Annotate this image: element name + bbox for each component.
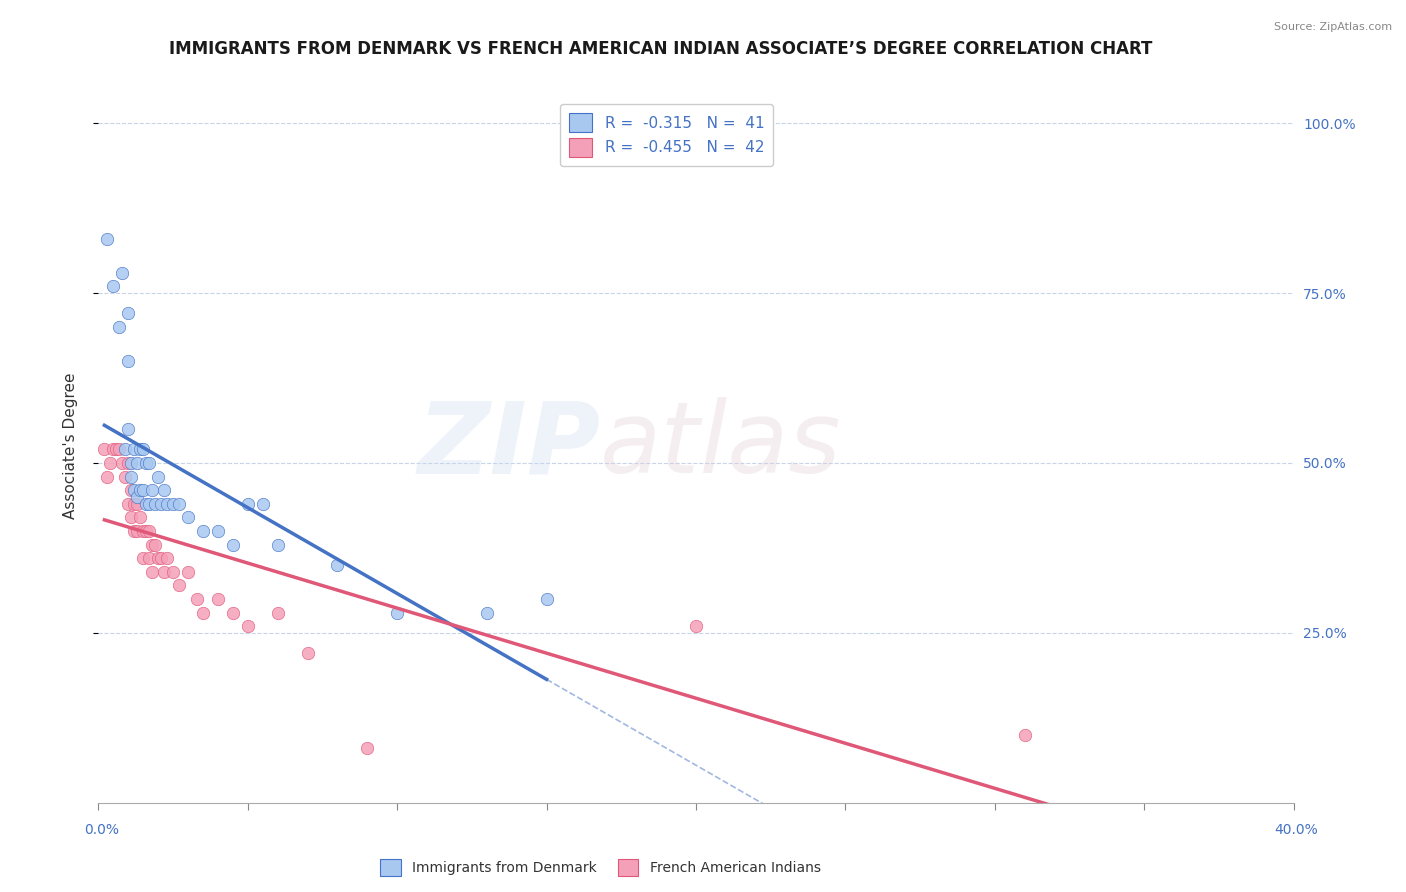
- Point: [148, 469, 170, 483]
- Point: [132, 524, 155, 538]
- Point: [111, 456, 134, 470]
- Point: [536, 591, 558, 606]
- Legend: Immigrants from Denmark, French American Indians: Immigrants from Denmark, French American…: [374, 854, 827, 881]
- Point: [120, 510, 142, 524]
- Point: [267, 537, 290, 551]
- Point: [108, 320, 131, 334]
- Point: [167, 497, 190, 511]
- Point: [117, 422, 139, 436]
- Point: [103, 442, 125, 457]
- Point: [222, 537, 245, 551]
- Point: [138, 456, 160, 470]
- Point: [143, 497, 166, 511]
- Point: [124, 524, 146, 538]
- Point: [129, 442, 152, 457]
- Point: [138, 497, 160, 511]
- Point: [156, 497, 179, 511]
- Point: [117, 456, 139, 470]
- Point: [207, 591, 229, 606]
- Point: [96, 232, 118, 246]
- Point: [108, 442, 131, 457]
- Point: [132, 551, 155, 566]
- Point: [132, 442, 155, 457]
- Point: [120, 456, 142, 470]
- Point: [141, 565, 163, 579]
- Point: [267, 606, 290, 620]
- Point: [114, 469, 136, 483]
- Point: [150, 497, 173, 511]
- Point: [162, 565, 184, 579]
- Point: [93, 442, 115, 457]
- Point: [153, 565, 176, 579]
- Point: [100, 456, 122, 470]
- Point: [138, 524, 160, 538]
- Point: [141, 537, 163, 551]
- Point: [156, 551, 179, 566]
- Point: [143, 537, 166, 551]
- Point: [111, 266, 134, 280]
- Point: [191, 524, 214, 538]
- Point: [162, 497, 184, 511]
- Point: [297, 646, 319, 660]
- Y-axis label: Associate's Degree: Associate's Degree: [63, 373, 77, 519]
- Point: [132, 483, 155, 498]
- Point: [120, 469, 142, 483]
- Point: [138, 551, 160, 566]
- Point: [177, 565, 200, 579]
- Point: [186, 591, 208, 606]
- Point: [475, 606, 498, 620]
- Point: [148, 551, 170, 566]
- Point: [150, 551, 173, 566]
- Point: [127, 497, 149, 511]
- Point: [385, 606, 409, 620]
- Point: [326, 558, 349, 572]
- Point: [207, 524, 229, 538]
- Point: [127, 524, 149, 538]
- Text: 40.0%: 40.0%: [1274, 823, 1319, 837]
- Point: [222, 606, 245, 620]
- Point: [117, 354, 139, 368]
- Point: [191, 606, 214, 620]
- Point: [103, 279, 125, 293]
- Point: [685, 619, 707, 633]
- Point: [129, 510, 152, 524]
- Point: [141, 483, 163, 498]
- Text: ZIP: ZIP: [418, 398, 600, 494]
- Point: [117, 306, 139, 320]
- Point: [124, 497, 146, 511]
- Point: [135, 497, 157, 511]
- Text: 0.0%: 0.0%: [84, 823, 118, 837]
- Point: [153, 483, 176, 498]
- Point: [129, 483, 152, 498]
- Point: [236, 619, 259, 633]
- Point: [124, 483, 146, 498]
- Text: Source: ZipAtlas.com: Source: ZipAtlas.com: [1274, 22, 1392, 32]
- Point: [114, 442, 136, 457]
- Point: [127, 456, 149, 470]
- Point: [120, 483, 142, 498]
- Point: [167, 578, 190, 592]
- Point: [236, 497, 259, 511]
- Point: [135, 456, 157, 470]
- Point: [135, 524, 157, 538]
- Point: [252, 497, 274, 511]
- Point: [105, 442, 128, 457]
- Point: [117, 497, 139, 511]
- Point: [127, 490, 149, 504]
- Point: [356, 741, 378, 756]
- Point: [177, 510, 200, 524]
- Point: [96, 469, 118, 483]
- Point: [1014, 728, 1036, 742]
- Point: [124, 442, 146, 457]
- Text: IMMIGRANTS FROM DENMARK VS FRENCH AMERICAN INDIAN ASSOCIATE’S DEGREE CORRELATION: IMMIGRANTS FROM DENMARK VS FRENCH AMERIC…: [169, 40, 1153, 58]
- Text: atlas: atlas: [600, 398, 842, 494]
